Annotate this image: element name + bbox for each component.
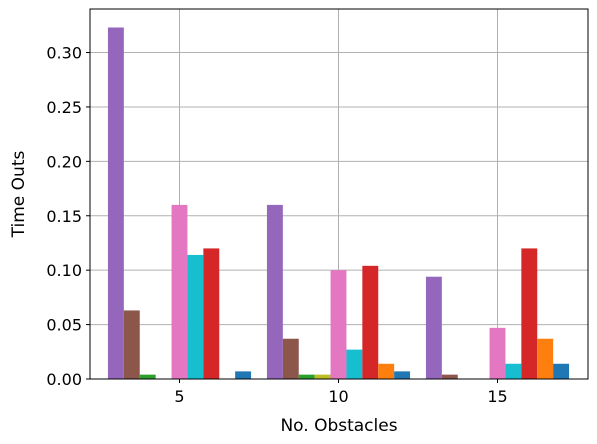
bar [203, 248, 220, 379]
bar [107, 27, 124, 379]
bar [298, 374, 315, 379]
bar [282, 338, 299, 379]
bar [441, 374, 458, 379]
bar [537, 338, 554, 379]
bar [171, 204, 188, 379]
bar [123, 310, 140, 379]
bar [521, 248, 538, 379]
bar [330, 270, 347, 379]
y-tick-label: 0.25 [46, 98, 82, 117]
x-tick-label: 5 [174, 387, 184, 406]
x-tick-label: 10 [328, 387, 348, 406]
bar [362, 265, 379, 379]
bar [505, 363, 522, 379]
y-tick-label: 0.20 [46, 152, 82, 171]
y-axis-label: Time Outs [9, 151, 29, 239]
ticks: 0.00 0.05 0.10 0.15 0.20 0.25 0.30 5 10 15 [46, 44, 507, 406]
bar [235, 371, 252, 379]
bars [107, 27, 570, 379]
x-tick-label: 15 [487, 387, 507, 406]
bar [425, 276, 442, 379]
x-axis-label: No. Obstacles [280, 416, 397, 436]
y-tick-label: 0.10 [46, 261, 82, 280]
bar [346, 349, 363, 379]
bar [553, 363, 570, 379]
y-tick-label: 0.15 [46, 207, 82, 226]
y-tick-label: 0.30 [46, 44, 82, 63]
bar [489, 327, 506, 379]
bar [187, 254, 204, 379]
bar [394, 371, 411, 379]
bar [314, 374, 331, 379]
y-tick-label: 0.00 [46, 370, 82, 389]
bar [378, 363, 395, 379]
bar [266, 204, 283, 379]
y-tick-label: 0.05 [46, 316, 82, 335]
bar [139, 374, 156, 379]
